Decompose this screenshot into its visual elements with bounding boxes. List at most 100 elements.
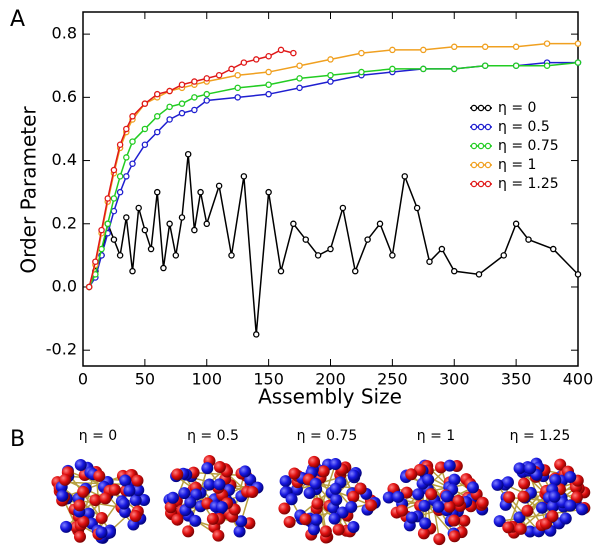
atom [189, 514, 202, 527]
x-axis-title: Assembly Size [258, 385, 402, 409]
legend-marker [484, 123, 492, 131]
atom [171, 513, 184, 526]
atom [56, 489, 69, 502]
data-point [110, 236, 118, 243]
data-point [172, 252, 180, 259]
atom [517, 490, 530, 503]
data-point [234, 71, 241, 79]
atom [201, 462, 214, 475]
data-point [296, 62, 303, 69]
legend-marker [484, 180, 492, 188]
atom [432, 500, 445, 513]
data-point [302, 236, 309, 243]
data-point [327, 245, 334, 253]
data-point [475, 271, 483, 278]
atom [347, 490, 360, 503]
data-point [191, 94, 198, 101]
atom [73, 499, 86, 512]
y-tick-label: 0.0 [52, 276, 77, 295]
x-tick-label: 250 [377, 370, 408, 389]
data-point [98, 226, 105, 234]
x-tick-label: 400 [563, 370, 594, 389]
atom [73, 530, 86, 543]
data-point [574, 59, 582, 66]
atom [203, 478, 216, 491]
panel-b-label: η = 0 [79, 428, 117, 444]
atom [215, 501, 228, 514]
data-point [327, 71, 334, 79]
atom [117, 497, 130, 510]
atom [513, 462, 526, 475]
data-point [265, 53, 272, 60]
x-tick-label: 200 [315, 370, 346, 389]
data-point [123, 125, 130, 133]
data-point [481, 43, 489, 51]
atom [131, 474, 144, 487]
legend-label: η = 0.75 [498, 138, 559, 154]
data-point [290, 220, 297, 228]
data-point [104, 195, 112, 202]
atom [501, 476, 514, 489]
atom [493, 515, 506, 528]
data-point [252, 331, 260, 338]
atom [246, 486, 259, 499]
atom [330, 493, 343, 506]
atom [164, 501, 177, 514]
atom [212, 529, 225, 542]
atom [309, 477, 322, 490]
data-point [141, 125, 149, 133]
atom [213, 478, 226, 491]
data-point [191, 78, 198, 85]
atom [443, 500, 456, 513]
panel-b-label: η = 0.75 [297, 428, 358, 444]
y-tick-label: 0.6 [52, 87, 77, 106]
atom [233, 525, 246, 538]
panel-b-label: η = 1 [417, 428, 455, 444]
data-point [110, 166, 118, 174]
data-point [153, 113, 161, 120]
atom [310, 513, 323, 526]
data-point [110, 195, 118, 202]
atom [536, 501, 549, 514]
legend-marker [477, 104, 485, 112]
atom [518, 477, 531, 490]
data-point [450, 43, 458, 51]
y-tick-label: 0.8 [52, 24, 77, 43]
data-point [543, 40, 551, 47]
data-point [296, 84, 303, 92]
legend-label: η = 0 [498, 100, 536, 116]
atom [77, 485, 90, 498]
data-point [129, 160, 136, 167]
data-point [153, 188, 161, 196]
data-point [296, 75, 303, 82]
atom [396, 504, 409, 517]
data-point [543, 62, 551, 69]
data-point [166, 116, 173, 123]
legend-marker [477, 180, 485, 188]
atom [524, 525, 537, 538]
legend-label: η = 0.5 [498, 119, 550, 135]
data-point [364, 236, 371, 243]
legend-marker [470, 123, 478, 131]
data-point [129, 113, 136, 120]
data-point [512, 43, 520, 51]
atom [60, 520, 73, 533]
data-point [389, 65, 396, 73]
atom [166, 491, 179, 504]
x-tick-label: 350 [501, 370, 532, 389]
data-point [314, 252, 322, 259]
panel-label: B [10, 427, 25, 452]
legend-marker [470, 142, 478, 150]
data-point [574, 40, 582, 47]
data-point [265, 81, 272, 88]
data-point [184, 150, 192, 158]
atom [308, 455, 321, 468]
data-point [420, 46, 427, 54]
data-point [153, 128, 161, 136]
data-point [413, 204, 421, 212]
atom [514, 522, 527, 535]
atom [328, 512, 341, 525]
atom [466, 481, 479, 494]
atom [405, 468, 418, 481]
data-point [123, 214, 130, 221]
